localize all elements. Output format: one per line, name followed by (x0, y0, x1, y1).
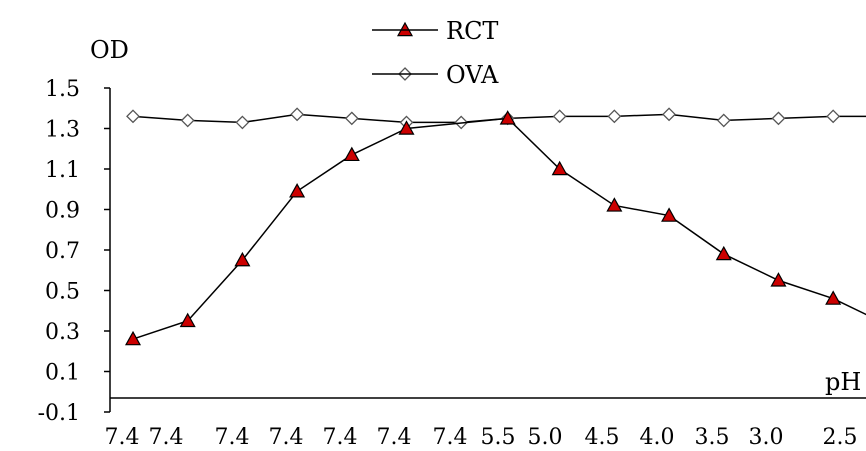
x-tick-label: 5.5 (481, 425, 516, 450)
x-tick-label: 3.5 (695, 425, 730, 450)
y-ticks: 1.5 1.3 1.1 0.9 0.7 0.5 0.3 0.1 -0.1 (38, 77, 110, 426)
rct-point (179, 312, 196, 328)
y-axis-label: OD (90, 36, 129, 64)
rct-point (715, 245, 732, 261)
y-tick-label: 0.9 (45, 199, 80, 224)
ova-point (662, 107, 676, 122)
rct-point (499, 110, 516, 125)
x-tick-label: 7.4 (149, 425, 184, 450)
ova-point (180, 113, 195, 128)
legend-label: OVA (446, 61, 499, 89)
x-tick-label: 7.4 (105, 425, 140, 450)
y-tick-label: 0.5 (45, 280, 80, 305)
y-tick-label: 0.1 (45, 361, 80, 386)
y-tick-label: 1.1 (45, 158, 80, 183)
rct-point (770, 272, 787, 287)
series-layer (124, 21, 866, 346)
rct-point (289, 183, 306, 198)
ova-point (235, 115, 250, 130)
y-tick-label: 1.3 (45, 118, 80, 143)
rct-point (234, 251, 251, 267)
x-axis-label: pH (825, 368, 861, 396)
x-tick-label: 7.4 (215, 425, 250, 450)
ova-point (826, 109, 841, 124)
rct-point (606, 197, 623, 212)
y-tick-label: -0.1 (38, 401, 80, 426)
ova-point (126, 109, 140, 124)
x-tick-label: 7.4 (269, 425, 304, 450)
rct-point (343, 146, 360, 162)
x-tick-label: 3.0 (749, 425, 784, 450)
x-tick-label: 2.5 (823, 425, 858, 450)
rct-point (825, 290, 842, 305)
ova-point (290, 107, 305, 122)
series-line-rct (132, 117, 866, 340)
x-tick-label: 4.0 (640, 425, 675, 450)
rct-point (661, 207, 678, 222)
ova-point (607, 109, 622, 124)
x-tick-label: 7.4 (323, 425, 358, 450)
x-tick-label: 4.5 (585, 425, 620, 450)
rct-point (551, 160, 568, 176)
ova-point (771, 111, 786, 126)
y-tick-label: 1.5 (45, 77, 80, 102)
x-tick-label: 7.4 (377, 425, 412, 450)
ova-point (552, 109, 567, 124)
y-tick-label: 0.7 (45, 239, 80, 264)
x-tick-label: 7.4 (433, 425, 468, 450)
x-ticks: 7.4 7.4 7.4 7.4 7.4 7.4 7.4 5.5 5.0 4.5 4.0 3.5 3.0 2… (105, 425, 858, 450)
rct-point (124, 330, 142, 346)
ova-point (344, 111, 359, 126)
legend: RCT OVA (372, 17, 499, 89)
legend-label: RCT (446, 17, 498, 45)
y-tick-label: 0.3 (45, 320, 80, 345)
x-tick-label: 5.0 (528, 425, 563, 450)
rct-point (398, 120, 415, 135)
ova-point (716, 113, 731, 128)
